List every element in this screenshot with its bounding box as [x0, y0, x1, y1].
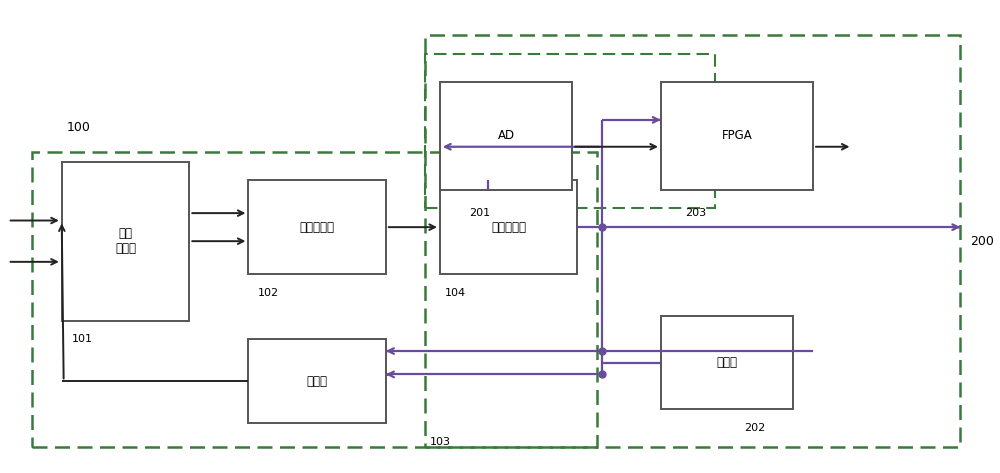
- Bar: [425, 35, 960, 447]
- Text: 100: 100: [67, 121, 90, 134]
- Text: AD: AD: [498, 130, 515, 142]
- Text: 鉴频
鉴相器: 鉴频 鉴相器: [115, 227, 136, 255]
- Text: 环路滤波器: 环路滤波器: [300, 220, 335, 234]
- Bar: [440, 82, 572, 190]
- Text: 203: 203: [685, 208, 707, 218]
- Bar: [661, 316, 793, 410]
- Text: 201: 201: [469, 208, 490, 218]
- Bar: [248, 180, 386, 274]
- Bar: [62, 162, 189, 321]
- Bar: [248, 339, 386, 423]
- Bar: [440, 180, 577, 274]
- Bar: [32, 152, 597, 447]
- Text: 控制器: 控制器: [717, 356, 738, 369]
- Text: 分频器: 分频器: [307, 375, 328, 388]
- Text: 200: 200: [970, 235, 994, 248]
- Text: 压控振荡器: 压控振荡器: [491, 220, 526, 234]
- Text: 102: 102: [258, 288, 279, 298]
- Bar: [425, 54, 715, 209]
- Text: 101: 101: [72, 334, 93, 344]
- Text: 202: 202: [744, 423, 766, 433]
- Text: 103: 103: [430, 437, 451, 447]
- Text: 104: 104: [445, 288, 466, 298]
- Bar: [661, 82, 813, 190]
- Text: FPGA: FPGA: [722, 130, 752, 142]
